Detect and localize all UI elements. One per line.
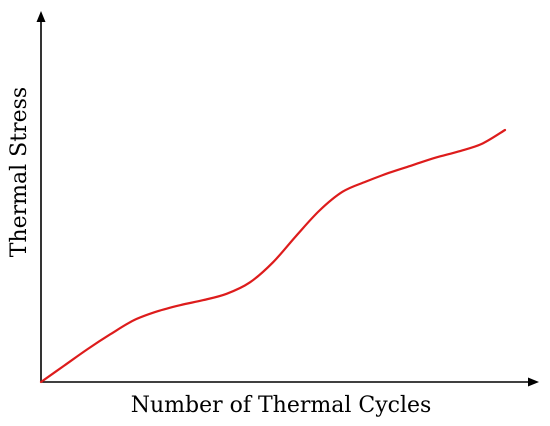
y-axis-label: Thermal Stress (7, 87, 32, 257)
x-axis-arrowhead (528, 377, 539, 387)
y-axis-arrowhead (36, 11, 46, 22)
series-line (39, 128, 507, 384)
x-axis-label: Number of Thermal Cycles (131, 393, 432, 418)
